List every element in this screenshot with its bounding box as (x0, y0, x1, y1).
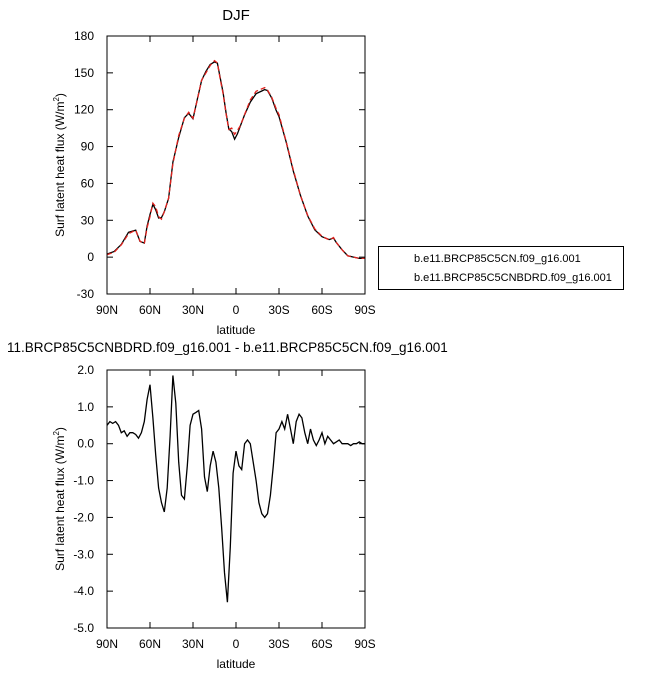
bottom-series-group (106, 375, 365, 603)
bottom-chart-title: 11.BRCP85C5CNBDRD.f09_g16.001 - b.e11.BR… (7, 340, 448, 355)
bottom-axis-ticks: 90N 60N 30N 0 30S 60S 90S -5.0 -4.0 -3.0 -2.0 -1.0 0… (73, 363, 375, 651)
top-ytick-label: 90 (81, 140, 95, 154)
top-axis-ticks: 90N 60N 30N 0 30S 60S 90S -30 0 30 60 90 120 150 180 (74, 29, 376, 317)
legend-label-control: b.e11.BRCP85C5CN.f09_g16.001 (414, 253, 581, 265)
bottom-ytick-label: 0.0 (77, 437, 94, 451)
bottom-xtick-label: 30N (182, 637, 204, 651)
bottom-chart: 11.BRCP85C5CNBDRD.f09_g16.001 - b.e11.BR… (7, 340, 448, 671)
bottom-ytick-label: 2.0 (77, 363, 94, 377)
top-xtick-label: 0 (233, 303, 240, 317)
top-xtick-label: 30N (182, 303, 204, 317)
top-ytick-label: 0 (87, 250, 94, 264)
bottom-y-axis-label-sup: 2 (52, 431, 61, 436)
top-xtick-label: 30S (268, 303, 289, 317)
bottom-ytick-label: -1.0 (73, 474, 94, 488)
bottom-xtick-label: 90S (354, 637, 375, 651)
top-ytick-label: 30 (81, 213, 95, 227)
top-y-axis-label-close: ) (53, 93, 67, 97)
top-chart-title: DJF (222, 7, 250, 24)
top-x-axis-label: latitude (217, 323, 256, 337)
bottom-xtick-label: 60N (139, 637, 161, 651)
bottom-y-axis-label-close: ) (53, 427, 67, 431)
bottom-xtick-label: 60S (311, 637, 332, 651)
bottom-ytick-label: -5.0 (73, 621, 94, 635)
top-ytick-label: 60 (81, 176, 95, 190)
legend-label-bdrd: b.e11.BRCP85C5CNBDRD.f09_g16.001 (414, 272, 612, 284)
bottom-ytick-label: -2.0 (73, 510, 94, 524)
series-line-control (106, 59, 365, 260)
legend-item-control: b.e11.BRCP85C5CN.f09_g16.001 (383, 250, 581, 268)
top-ytick-label: 180 (74, 29, 94, 43)
top-ytick-label: 150 (74, 66, 94, 80)
bottom-xtick-label: 30S (268, 637, 289, 651)
bottom-x-axis-label: latitude (217, 657, 256, 671)
top-xtick-label: 90N (96, 303, 118, 317)
legend-item-bdrd: b.e11.BRCP85C5CNBDRD.f09_g16.001 (383, 269, 612, 287)
top-xtick-label: 90S (354, 303, 375, 317)
top-series-group (106, 59, 365, 260)
top-ytick-label: -30 (77, 287, 95, 301)
top-xtick-label: 60N (139, 303, 161, 317)
top-xtick-label: 60S (311, 303, 332, 317)
top-y-axis-label-sup: 2 (52, 97, 61, 102)
bottom-ytick-label: -3.0 (73, 547, 94, 561)
top-chart-legend: b.e11.BRCP85C5CN.f09_g16.001 b.e11.BRCP8… (378, 246, 624, 290)
top-ytick-label: 120 (74, 103, 94, 117)
bottom-xtick-label: 0 (233, 637, 240, 651)
bottom-ytick-label: -4.0 (73, 584, 94, 598)
top-plot-frame (106, 35, 366, 295)
bottom-xtick-label: 90N (96, 637, 118, 651)
top-y-axis-label-main: Surf latent heat flux (W/m (53, 102, 67, 237)
bottom-y-axis-label: Surf latent heat flux (W/m2) (52, 427, 67, 571)
bottom-ytick-label: 1.0 (77, 400, 94, 414)
top-y-axis-label: Surf latent heat flux (W/m2) (52, 93, 67, 237)
series-line-difference (106, 375, 365, 603)
top-chart: DJF 90N 60N 30N 0 30S 60S 90S -30 0 30 60 90 120 150 1… (52, 7, 376, 337)
bottom-y-axis-label-main: Surf latent heat flux (W/m (53, 436, 67, 571)
series-line-bdrd (106, 61, 365, 260)
